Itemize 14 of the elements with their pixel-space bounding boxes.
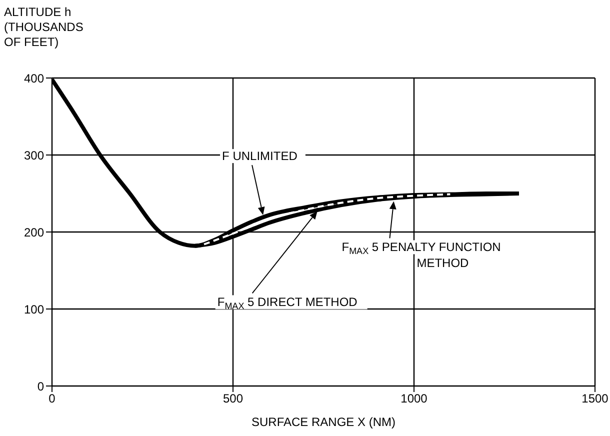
annotation: F$_{MAX}$ 5 DIRECT METHOD bbox=[217, 295, 358, 312]
x-tick-label: 1000 bbox=[400, 392, 428, 406]
y-tick-label: 100 bbox=[24, 302, 44, 316]
x-tick-label: 500 bbox=[222, 392, 244, 406]
y-axis-title: ALTITUDE h (THOUSANDS OF FEET) bbox=[4, 5, 84, 49]
x-axis-title: SURFACE RANGE X (NM) bbox=[251, 415, 396, 429]
y-tick-label: 400 bbox=[24, 71, 44, 86]
y-tick-label: 200 bbox=[24, 225, 44, 240]
y-tick-label: 0 bbox=[37, 379, 44, 394]
annotation: F$_{MAX}$ 5 PENALTY FUNCTION METHOD bbox=[342, 240, 501, 270]
annotation: F UNLIMITED bbox=[222, 149, 298, 164]
x-tick-label: 0 bbox=[48, 392, 56, 406]
x-tick-label: 1500 bbox=[582, 392, 609, 406]
y-tick-label: 300 bbox=[24, 148, 44, 162]
